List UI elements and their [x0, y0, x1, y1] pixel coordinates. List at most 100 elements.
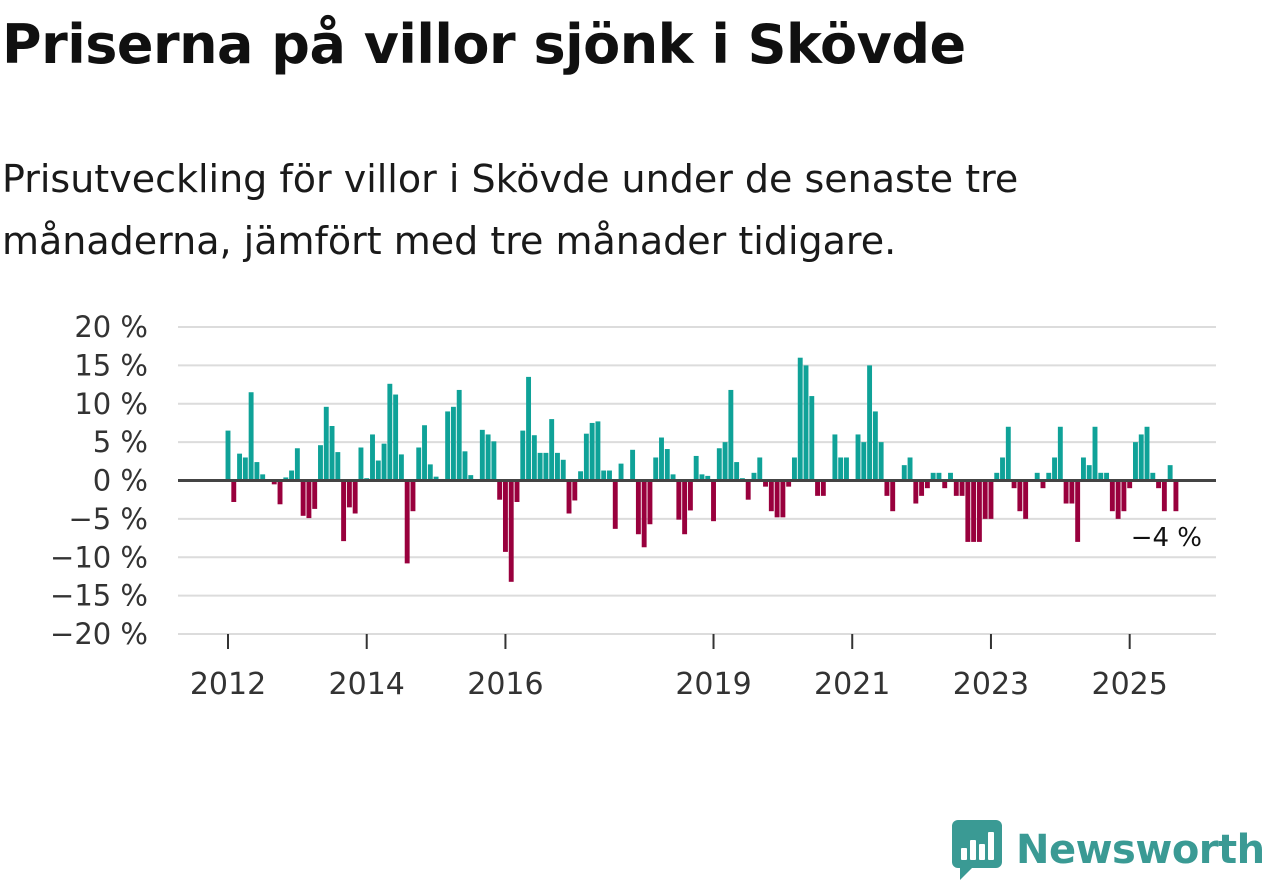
- bar: [745, 480, 751, 500]
- bar: [1138, 434, 1144, 481]
- bar: [537, 452, 543, 481]
- bar: [1150, 472, 1156, 481]
- bar: [988, 480, 994, 519]
- bar: [1057, 426, 1063, 481]
- bar: [566, 480, 572, 514]
- bar: [300, 480, 306, 516]
- bar: [1040, 480, 1046, 489]
- bar: [1034, 472, 1040, 481]
- bar: [780, 480, 786, 518]
- bar: [242, 457, 248, 481]
- bar: [549, 419, 555, 481]
- x-tick-label: 2016: [467, 667, 543, 702]
- y-tick-label: −20 %: [50, 617, 148, 651]
- bar: [635, 480, 641, 535]
- bar: [705, 475, 711, 481]
- x-tick-label: 2012: [190, 667, 266, 702]
- bar: [531, 435, 537, 481]
- x-tick-label: 2025: [1092, 667, 1168, 702]
- bar: [1173, 480, 1179, 512]
- bar-chart-speech-icon: [952, 820, 1002, 880]
- bar: [589, 422, 595, 481]
- bar: [1069, 480, 1075, 504]
- bar: [450, 406, 456, 481]
- bar: [1075, 480, 1081, 542]
- bar: [358, 447, 364, 481]
- bar: [670, 474, 676, 481]
- bar: [1115, 480, 1121, 519]
- bar: [283, 477, 289, 481]
- bar: [346, 480, 352, 508]
- bar: [1121, 480, 1127, 512]
- bar: [375, 460, 381, 481]
- bar: [791, 457, 797, 481]
- bar: [844, 457, 849, 481]
- bar: [803, 365, 809, 481]
- bar: [618, 463, 624, 481]
- bar: [595, 421, 601, 481]
- bar: [277, 480, 283, 505]
- bar: [901, 465, 907, 481]
- bar: [318, 445, 323, 481]
- bar: [647, 480, 653, 525]
- bar: [312, 480, 318, 509]
- bar: [959, 480, 965, 496]
- bar: [994, 472, 1000, 481]
- bar: [520, 430, 526, 481]
- bar: [659, 437, 664, 481]
- bar: [508, 480, 514, 582]
- bar: [722, 442, 728, 481]
- bar: [1127, 480, 1133, 489]
- bar: [254, 462, 260, 481]
- bar: [456, 389, 462, 481]
- bar: [763, 480, 768, 487]
- bar: [607, 470, 612, 481]
- x-tick-label: 2014: [329, 667, 405, 702]
- bar: [514, 480, 520, 502]
- bar: [387, 383, 393, 481]
- bar: [1098, 472, 1104, 481]
- bar: [497, 480, 503, 500]
- bar: [427, 464, 433, 481]
- x-tick-label: 2021: [814, 667, 890, 702]
- last-value-label: −4 %: [1131, 523, 1202, 553]
- bar: [953, 480, 959, 496]
- bar: [370, 434, 375, 481]
- bar: [468, 475, 474, 481]
- bar: [560, 459, 566, 481]
- bar: [1080, 457, 1086, 481]
- bar: [734, 462, 740, 481]
- bar: [306, 480, 312, 519]
- bar: [1017, 480, 1023, 512]
- bar: [381, 443, 387, 481]
- bar: [711, 480, 716, 522]
- bar: [693, 455, 699, 481]
- bar: [676, 480, 682, 520]
- bar: [809, 396, 815, 481]
- bar: [462, 451, 468, 481]
- bar: [1104, 472, 1110, 481]
- bar: [231, 480, 237, 502]
- bar: [1109, 480, 1115, 512]
- bar: [1156, 480, 1162, 489]
- y-tick-label: 20 %: [74, 310, 148, 344]
- bar: [971, 480, 977, 542]
- y-tick-label: 5 %: [93, 425, 148, 459]
- bar: [491, 441, 497, 481]
- bar: [1052, 457, 1057, 481]
- bar: [1144, 426, 1150, 481]
- bar: [260, 474, 266, 481]
- bar: [699, 474, 705, 481]
- bar: [653, 457, 659, 481]
- axis-labels: 20 % 15 % 10 % 5 % 0 % −5 % −10 % −15 % −20 % 201…: [50, 310, 1202, 702]
- bar: [612, 480, 618, 529]
- bar: [479, 429, 485, 481]
- bar: [502, 480, 508, 552]
- bar: [294, 448, 300, 481]
- bar: [641, 480, 647, 548]
- bar: [682, 480, 688, 535]
- bar: [1023, 480, 1029, 519]
- bar: [1005, 426, 1011, 481]
- bar: [578, 471, 584, 481]
- bar: [583, 433, 589, 481]
